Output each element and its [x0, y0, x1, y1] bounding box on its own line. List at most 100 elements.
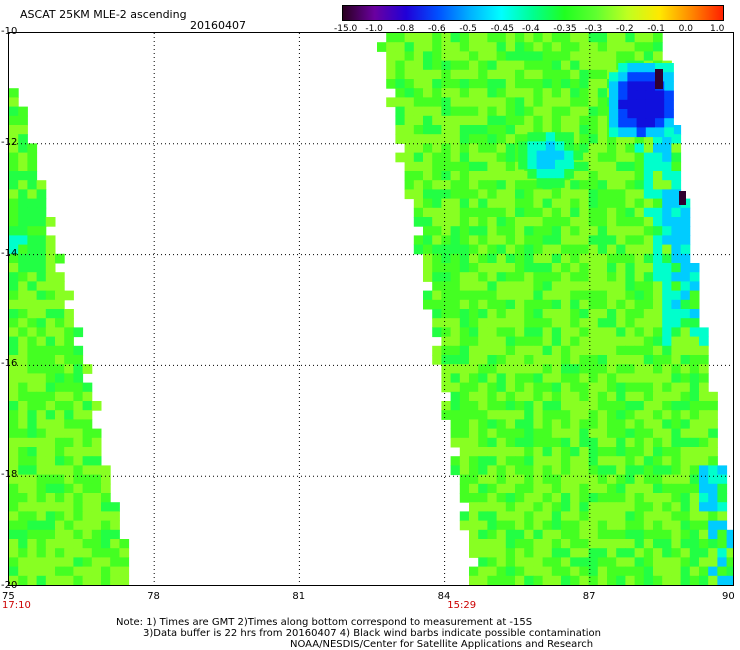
- swath-cell: [542, 217, 553, 227]
- swath-cell: [515, 345, 525, 356]
- swath-cell: [45, 465, 56, 476]
- swath-cell: [386, 97, 396, 108]
- swath-cell: [524, 410, 534, 420]
- swath-cell: [643, 42, 654, 52]
- swath-cell: [653, 152, 663, 163]
- swath-cell: [616, 520, 626, 531]
- swath-cell: [515, 548, 525, 558]
- swath-cell: [533, 125, 544, 135]
- swath-cell: [588, 125, 599, 135]
- swath-cell: [404, 143, 415, 154]
- swath-cell: [561, 309, 571, 319]
- swath-cell: [441, 88, 452, 98]
- swath-cell: [478, 115, 488, 126]
- swath-cell: [634, 465, 645, 476]
- swath-cell: [570, 566, 580, 577]
- swath-cell: [542, 281, 553, 292]
- swath-cell: [524, 253, 534, 264]
- swath-cell: [607, 244, 617, 255]
- swath-cell: [487, 318, 498, 328]
- swath-cell: [588, 557, 599, 568]
- swath-cell: [699, 336, 709, 347]
- swath-cell: [469, 180, 479, 190]
- swath-cell: [505, 51, 516, 62]
- swath-cell: [643, 327, 654, 338]
- swath-cell: [561, 79, 571, 89]
- swath-cell: [634, 42, 645, 52]
- swath-cell: [36, 281, 47, 292]
- swath-cell: [542, 33, 553, 43]
- swath-cell: [505, 483, 516, 494]
- swath-cell: [616, 263, 626, 273]
- swath-cell: [551, 456, 562, 466]
- swath-cell: [533, 483, 544, 494]
- swath-cell: [671, 299, 682, 310]
- swath-cell: [618, 81, 628, 92]
- swath-cell: [423, 97, 433, 108]
- swath-cell: [45, 382, 56, 393]
- swath-cell: [597, 244, 608, 255]
- swath-cell: [634, 336, 645, 347]
- swath-cell: [551, 42, 562, 52]
- swath-cell: [680, 382, 691, 393]
- swath-cell: [634, 309, 645, 319]
- swath-cell: [55, 575, 65, 585]
- swath-cell: [478, 345, 488, 356]
- swath-cell: [64, 575, 74, 585]
- swath-cell: [680, 401, 691, 411]
- swath-cell: [459, 456, 470, 466]
- swath-cell: [450, 373, 461, 384]
- swath-cell: [689, 575, 700, 585]
- swath-cell: [689, 299, 700, 310]
- swath-cell: [73, 465, 84, 476]
- swath-cell: [18, 447, 28, 457]
- swath-cell: [634, 318, 645, 328]
- swath-cell: [616, 51, 626, 62]
- swath-cell: [487, 115, 498, 126]
- swath-cell: [515, 217, 525, 227]
- swath-cell: [579, 125, 590, 135]
- swath-cell: [423, 207, 433, 218]
- swath-cell: [119, 566, 130, 577]
- swath-cell: [496, 364, 507, 374]
- swath-cell: [636, 109, 647, 119]
- swath-cell: [680, 456, 691, 466]
- swath-cell: [570, 345, 580, 356]
- swath-cell: [551, 520, 562, 531]
- swath-cell: [634, 557, 645, 568]
- swath-cell: [478, 447, 488, 457]
- swath-cell: [664, 72, 674, 82]
- swath-cell: [616, 474, 626, 485]
- swath-cell: [73, 345, 84, 356]
- swath-cell: [542, 263, 553, 273]
- swath-cell: [505, 382, 516, 393]
- swath-cell: [588, 437, 599, 448]
- swath-cell: [27, 244, 38, 255]
- swath-cell: [505, 115, 516, 126]
- swath-cell: [689, 447, 700, 457]
- swath-cell: [616, 235, 626, 246]
- swath-cell: [9, 391, 19, 402]
- product-date: 20160407: [190, 19, 246, 32]
- swath-cell: [616, 373, 626, 384]
- swath-cell: [551, 447, 562, 457]
- swath-cell: [441, 272, 452, 282]
- swath-cell: [27, 493, 38, 503]
- swath-cell: [662, 483, 672, 494]
- swath-cell: [699, 373, 709, 384]
- colorbar-label: 1.0: [710, 24, 725, 34]
- swath-cell: [487, 189, 498, 200]
- swath-cell: [469, 189, 479, 200]
- swath-cell: [653, 143, 663, 154]
- swath-cell: [45, 327, 56, 338]
- swath-cell: [505, 318, 516, 328]
- swath-cell: [423, 235, 433, 246]
- swath-cell: [551, 327, 562, 338]
- swath-cell: [551, 529, 562, 540]
- swath-cell: [588, 539, 599, 549]
- swath-cell: [469, 327, 479, 338]
- swath-cell: [536, 150, 547, 161]
- swath-cell: [515, 511, 525, 522]
- swath-cell: [441, 134, 452, 144]
- swath-cell: [653, 189, 663, 200]
